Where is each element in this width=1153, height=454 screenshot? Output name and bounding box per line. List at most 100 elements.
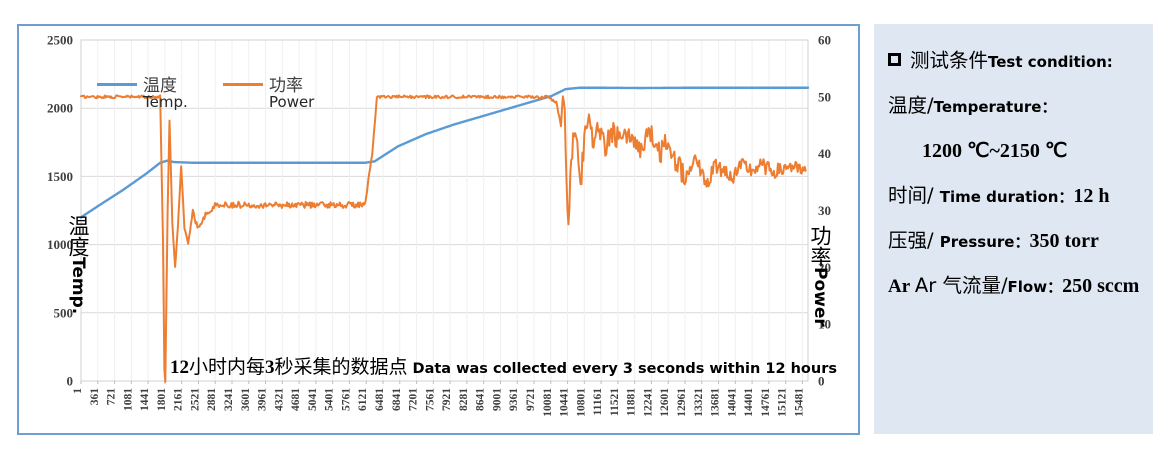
y-tick-right: 10 — [818, 317, 831, 332]
y-tick-right: 30 — [818, 203, 831, 218]
panel-heading-cn: 测试条件 — [910, 49, 989, 72]
y-axis-left-title-en: Temp. — [68, 257, 88, 315]
chart-container: 0 500 1000 1500 2000 2500 0 10 20 30 40 50 60 1 361 7… — [17, 24, 860, 435]
legend-label-temp-en: Temp. — [143, 93, 188, 111]
test-condition-panel: 测试条件Test condition: 温度/Temperature： 1200… — [874, 24, 1153, 434]
legend-swatch-power — [223, 83, 263, 86]
x-tick: 7561 — [424, 388, 436, 411]
x-tick: 11161 — [592, 388, 604, 416]
row-label-cn-flow: Ar 气流量/ — [914, 273, 1008, 297]
y-tick-left: 2000 — [47, 101, 73, 116]
panel-row-pressure: 压强/ Pressure：350 torr — [888, 228, 1153, 253]
series-line-temperature — [79, 86, 810, 219]
y-axis-right-title-cn: 功率 — [808, 225, 832, 267]
y-axis-right-title-en: Power — [810, 267, 830, 327]
row-label-cn-temperature: 温度/ — [888, 93, 934, 117]
x-tick: 361 — [89, 388, 101, 406]
panel-row-time: 时间/ Time duration：12 h — [888, 183, 1153, 208]
x-tick: 9721 — [525, 388, 537, 411]
x-tick: 12601 — [659, 388, 671, 417]
panel-row-temperature: 温度/Temperature： — [888, 93, 1153, 118]
x-tick: 14401 — [743, 388, 755, 417]
x-tick: 14041 — [726, 388, 738, 417]
y-tick-left: 500 — [54, 305, 74, 320]
x-tick: 9361 — [508, 388, 520, 411]
x-tick: 2161 — [173, 388, 185, 411]
x-tick: 12241 — [642, 388, 654, 417]
x-tick: 5761 — [340, 388, 352, 411]
row-label-en-temperature: Temperature： — [933, 97, 1057, 116]
x-tick: 3241 — [223, 388, 235, 411]
panel-heading: 测试条件Test condition: — [888, 49, 1153, 73]
annotation-text-en: Data was collected every 3 seconds withi… — [412, 361, 837, 377]
row-label-en-pressure: Pressure： — [939, 232, 1030, 251]
plot-area-frame — [80, 39, 809, 382]
x-tick: 9001 — [491, 388, 503, 411]
y-axis-left-title: 温度Temp. — [63, 215, 93, 314]
x-tick: 7921 — [441, 388, 453, 411]
series-layer — [79, 86, 810, 383]
row-label-ar: Ar — [888, 275, 911, 297]
panel-row-temperature-value: 1200 ℃~2150 ℃ — [888, 140, 1153, 163]
x-tick: 5041 — [307, 388, 319, 411]
y-tick-right: 40 — [818, 146, 831, 161]
y-tick-left: 0 — [67, 374, 74, 389]
row-label-cn-time: 时间/ — [888, 183, 940, 207]
x-tick: 1081 — [122, 388, 134, 411]
x-tick: 1441 — [139, 388, 151, 411]
x-tick: 12961 — [676, 388, 688, 417]
x-tick: 8641 — [475, 388, 487, 411]
series-line-power — [80, 94, 807, 383]
x-tick: 3961 — [257, 388, 269, 411]
chart-svg: 0 500 1000 1500 2000 2500 0 10 20 30 40 50 60 1 361 7… — [47, 33, 831, 417]
x-tick: 15121 — [777, 388, 789, 417]
x-tick: 5401 — [324, 388, 336, 411]
annotation-text-cn: 12小时内每3秒采集的数据点 — [170, 356, 408, 378]
x-tick: 7201 — [408, 388, 420, 411]
y-tick-right: 60 — [818, 33, 831, 48]
y-axis-right-ticks: 0 10 20 30 40 50 60 — [818, 33, 831, 389]
row-value-flow: 250 sccm — [1062, 274, 1140, 297]
x-tick: 14761 — [760, 388, 772, 417]
x-tick: 10081 — [542, 388, 554, 417]
x-tick: 15481 — [793, 388, 805, 417]
y-tick-left: 1500 — [47, 169, 73, 184]
panel-row-flow: Ar Ar 气流量/Flow：250 sccm — [888, 273, 1153, 298]
y-tick-right: 0 — [818, 374, 825, 389]
legend-label-temp-cn: 温度 — [143, 76, 177, 96]
x-tick: 6841 — [391, 388, 403, 411]
x-tick: 2881 — [206, 388, 218, 411]
row-label-en-time: Time duration： — [939, 187, 1074, 206]
y-tick-left: 2500 — [47, 33, 73, 48]
x-tick: 1801 — [156, 388, 168, 411]
x-tick: 1 — [72, 388, 84, 394]
legend-label-power-cn: 功率 — [269, 76, 303, 96]
x-tick: 2521 — [189, 388, 201, 411]
y-tick-right: 50 — [818, 89, 831, 104]
row-value-pressure: 350 torr — [1029, 229, 1099, 252]
legend-swatch-temp — [97, 83, 137, 86]
x-tick: 6121 — [357, 388, 369, 411]
y-axis-right-title: 功率Power — [805, 225, 835, 327]
x-tick: 4321 — [273, 388, 285, 411]
chart-annotation: 12小时内每3秒采集的数据点 Data was collected every 3… — [170, 352, 837, 379]
x-tick: 10441 — [559, 388, 571, 417]
row-value-temperature: 1200 ℃~2150 ℃ — [922, 139, 1068, 162]
x-tick: 8281 — [458, 388, 470, 411]
x-tick: 721 — [106, 388, 118, 406]
square-bullet-icon — [888, 53, 901, 66]
panel-heading-en: Test condition: — [988, 53, 1113, 71]
y-axis-left-ticks: 0 500 1000 1500 2000 2500 — [47, 33, 73, 389]
x-tick: 3601 — [240, 388, 252, 411]
x-tick: 6481 — [374, 388, 386, 411]
row-label-cn-pressure: 压强/ — [888, 228, 940, 252]
x-tick: 4681 — [290, 388, 302, 411]
row-value-time: 12 h — [1073, 184, 1110, 207]
y-axis-left-title-cn: 温度 — [66, 215, 90, 257]
legend-label-power-en: Power — [269, 93, 315, 111]
y-tick-right: 20 — [818, 260, 831, 275]
x-tick: 13681 — [710, 388, 722, 417]
x-tick: 11521 — [609, 388, 621, 416]
x-tick: 10801 — [575, 388, 587, 417]
